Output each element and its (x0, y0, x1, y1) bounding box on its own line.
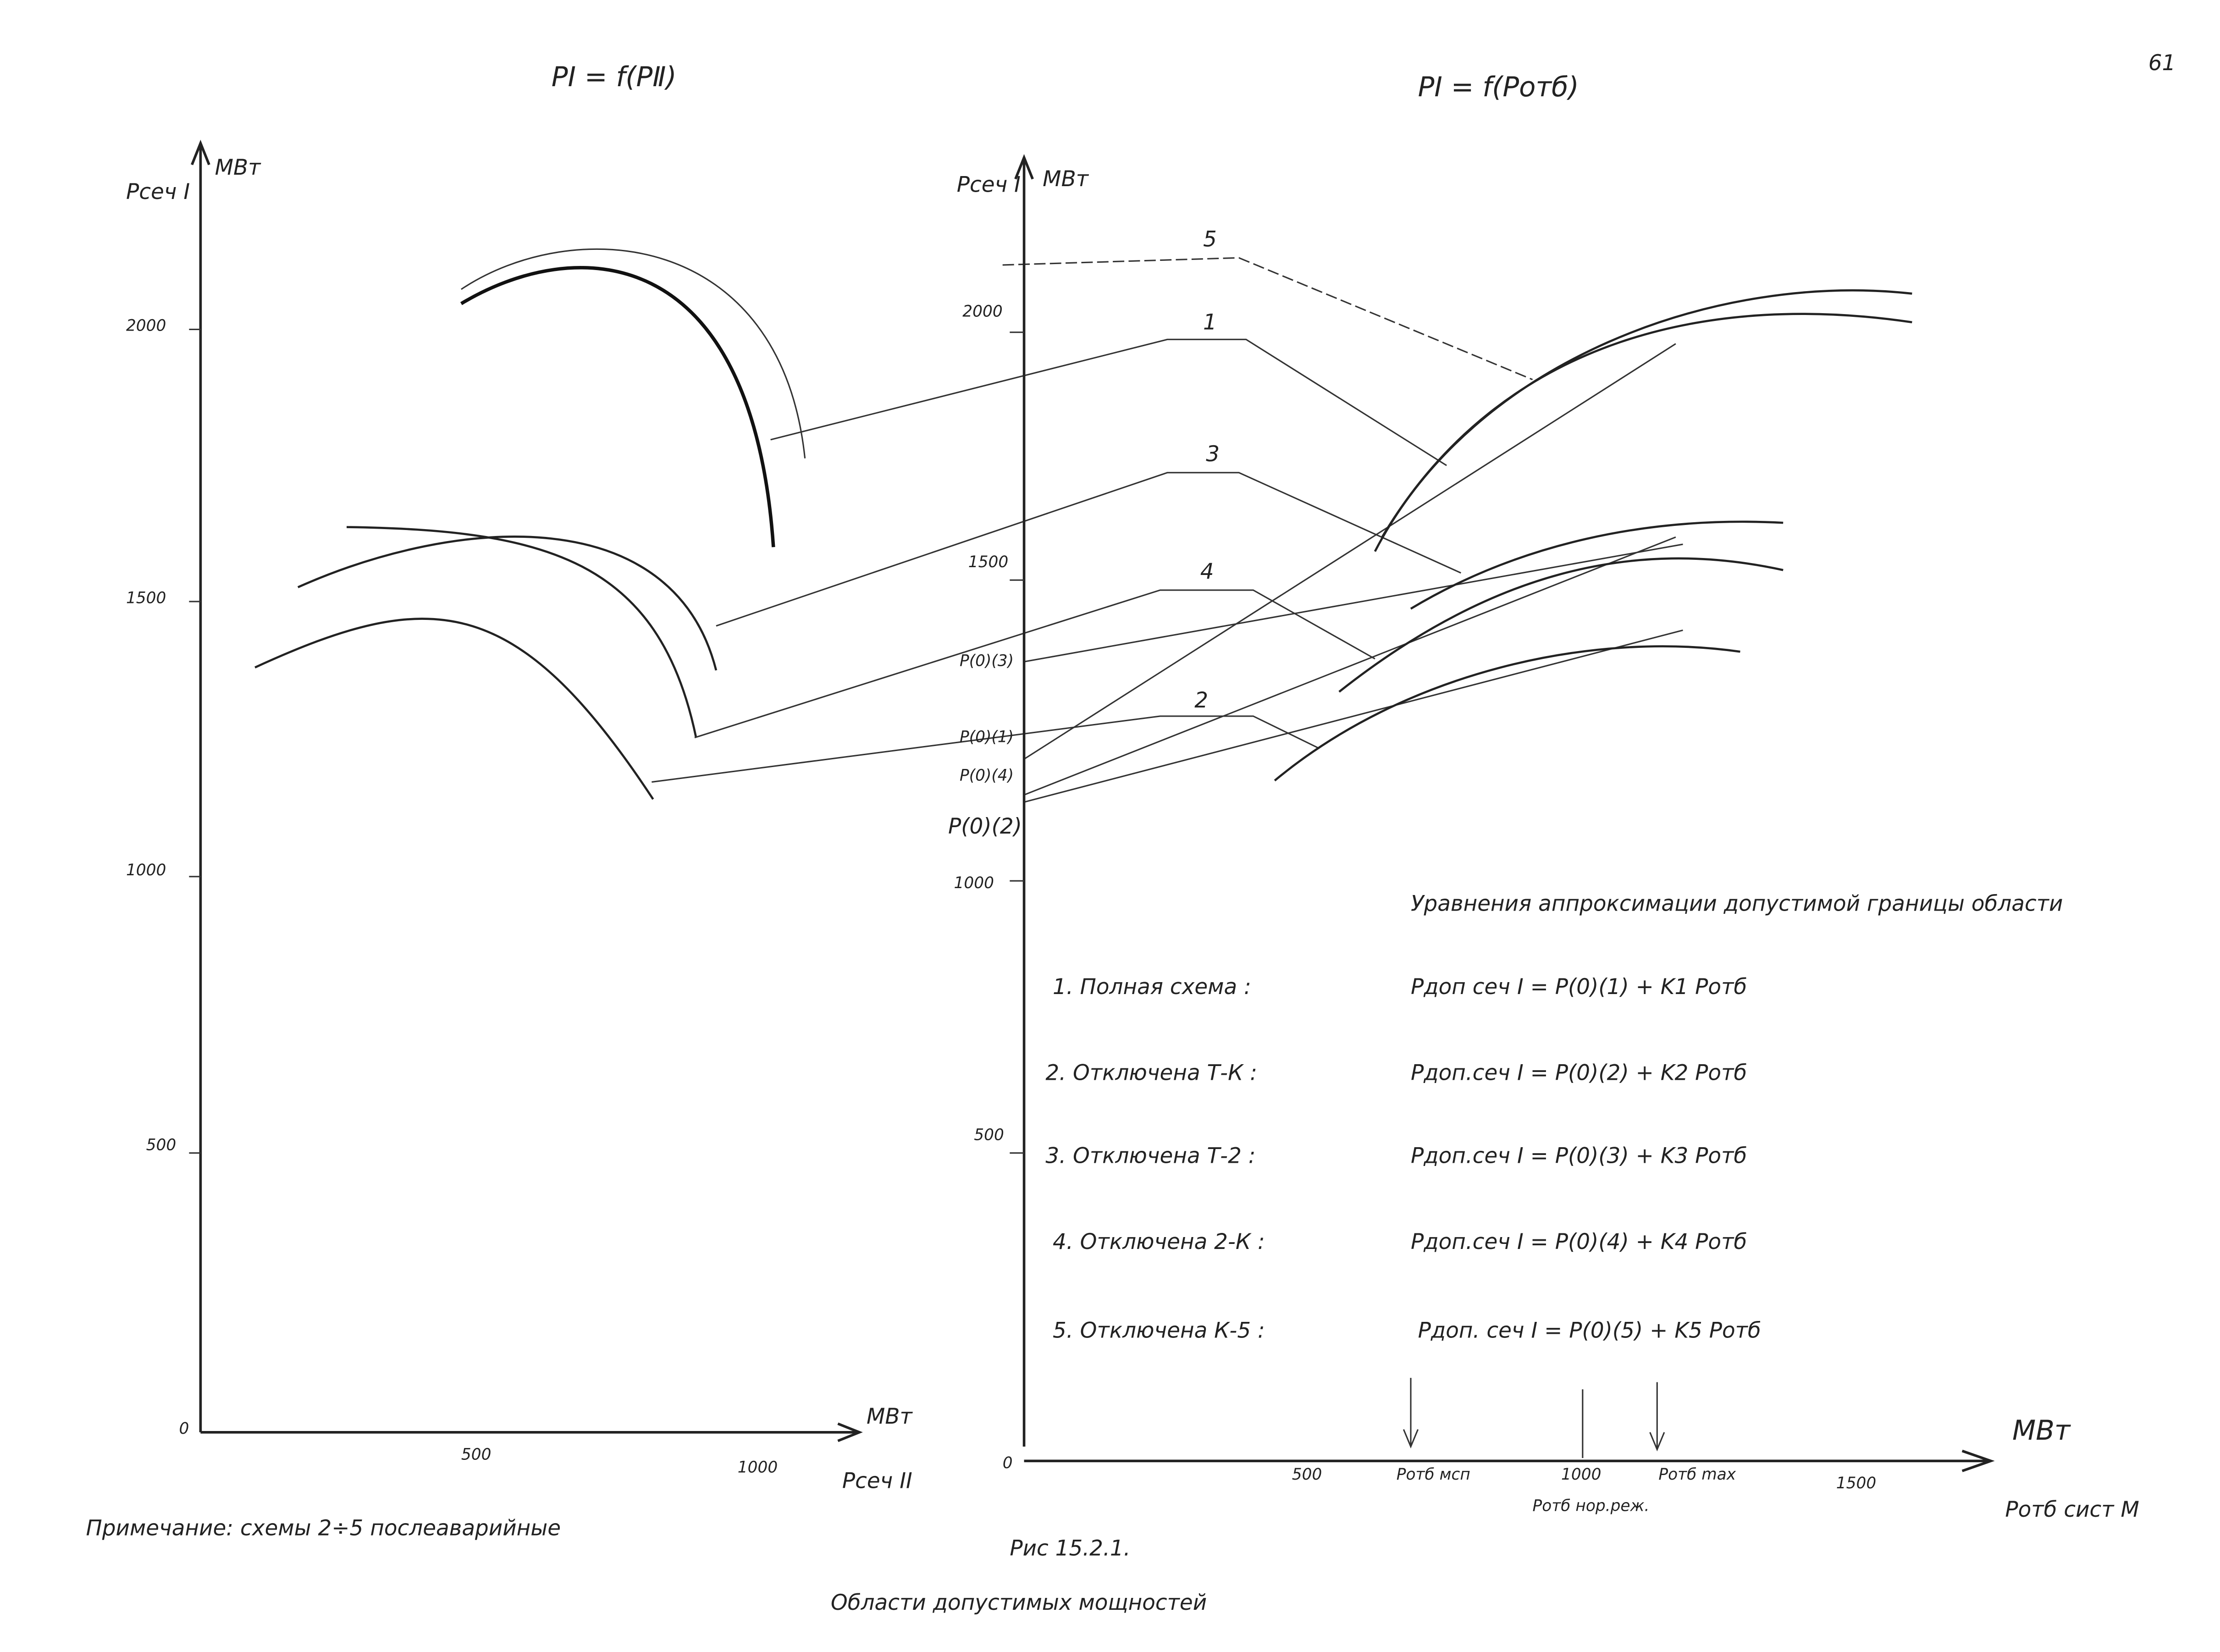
approx-lines (1023, 343, 1683, 803)
right-axes (1014, 154, 1995, 1472)
curve-label: 2 (1194, 688, 1208, 713)
curve-2 (652, 715, 1318, 783)
right-y-unit: МВт (1043, 167, 1089, 192)
right-x-tick: 500 (1292, 1465, 1322, 1484)
left-title: PⅠ = f(PⅡ) (552, 61, 677, 93)
right-y-tick: 2000 (962, 302, 1002, 320)
intercept-label: P(0)(3) (960, 652, 1014, 670)
marker-label: Pотб мсп (1397, 1465, 1470, 1484)
curve-label: 5 (1203, 227, 1217, 252)
caption-title: Области допустимых мощностей (831, 1591, 1207, 1615)
curve (1410, 520, 1784, 610)
curve (461, 248, 806, 459)
right-y-label: Pсеч I (957, 173, 1021, 198)
left-x-tick: 1000 (738, 1458, 778, 1476)
left-x-tick: 500 (461, 1445, 491, 1464)
left-y-tick: 0 (179, 1420, 189, 1438)
scheme: 5. Отключена К-5 : (1053, 1319, 1265, 1343)
note: Примечание: схемы 2÷5 послеаварийные (86, 1516, 561, 1541)
scheme: 2. Отключена Т-К : (1045, 1061, 1257, 1085)
intercept-label: P(0)(4) (960, 767, 1014, 785)
equations-heading: Уравнения аппроксимации допустимой грани… (1411, 892, 2063, 917)
curve-5 (1002, 257, 1533, 381)
scheme: 3. Отключена Т-2 : (1045, 1144, 1255, 1169)
curve (297, 536, 718, 671)
left-y-tick: 500 (146, 1136, 177, 1155)
marker-arrows (1403, 1378, 1665, 1459)
curve (254, 618, 654, 800)
right-x-tick: 1500 (1836, 1474, 1876, 1492)
page-number: 61 (2148, 51, 2176, 76)
formula: Pдоп.сеч I = P(0)(3) + K3 Pотб (1411, 1144, 1747, 1169)
right-y-tick: 1500 (968, 553, 1008, 571)
curve-label: 4 (1200, 559, 1214, 584)
right-title: PⅠ = f(Pотб) (1418, 71, 1579, 103)
curve-label: 1 (1203, 310, 1217, 335)
right-x-unit: МВт (2012, 1414, 2071, 1446)
intercept-label: P(0)(2) (948, 814, 1022, 839)
curve (1374, 289, 1912, 552)
curve (1338, 557, 1784, 693)
marker-label: Pотб max (1658, 1465, 1736, 1484)
curve (1274, 645, 1740, 782)
left-y-ticks (189, 328, 201, 1154)
caption-number: Рис 15.2.1. (1010, 1536, 1130, 1561)
right-y-ticks (1010, 332, 1024, 1154)
intercept-label: P(0)(1) (960, 728, 1014, 746)
formula: Pдоп. сеч I = P(0)(5) + K5 Pотб (1418, 1319, 1761, 1343)
formula: Pдоп.сеч I = P(0)(2) + K2 Pотб (1411, 1061, 1747, 1085)
curve-1 (770, 338, 1447, 466)
left-y-unit: МВт (215, 155, 262, 180)
right-x-tick: 1000 (1561, 1465, 1601, 1484)
curve-4 (694, 589, 1375, 739)
curve (460, 266, 775, 547)
left-axes (191, 139, 863, 1442)
marker-label: Pотб нор.реж. (1533, 1497, 1650, 1515)
left-x-unit: МВт (867, 1404, 913, 1429)
scheme: 1. Полная схема : (1053, 975, 1251, 1000)
scheme: 4. Отключена 2-К : (1053, 1230, 1265, 1254)
left-y-tick: 2000 (126, 317, 166, 335)
left-y-tick: 1500 (126, 589, 166, 607)
right-y-tick: 1000 (954, 874, 994, 892)
right-origin: 0 (1003, 1454, 1013, 1472)
right-x-label: Pотб сист М (2005, 1497, 2139, 1522)
right-y-tick: 500 (974, 1126, 1004, 1144)
curve-3 (716, 472, 1461, 627)
curve (1381, 313, 1912, 538)
left-y-tick: 1000 (126, 861, 166, 879)
left-y-label: Pсеч I (126, 180, 190, 204)
curve (346, 526, 697, 738)
curve-label: 3 (1206, 442, 1220, 467)
left-x-label: Pсеч II (842, 1469, 912, 1494)
formula: Pдоп.сеч I = P(0)(4) + K4 Pотб (1411, 1230, 1747, 1254)
formula: Pдоп сеч I = P(0)(1) + K1 Pотб (1411, 975, 1747, 1000)
